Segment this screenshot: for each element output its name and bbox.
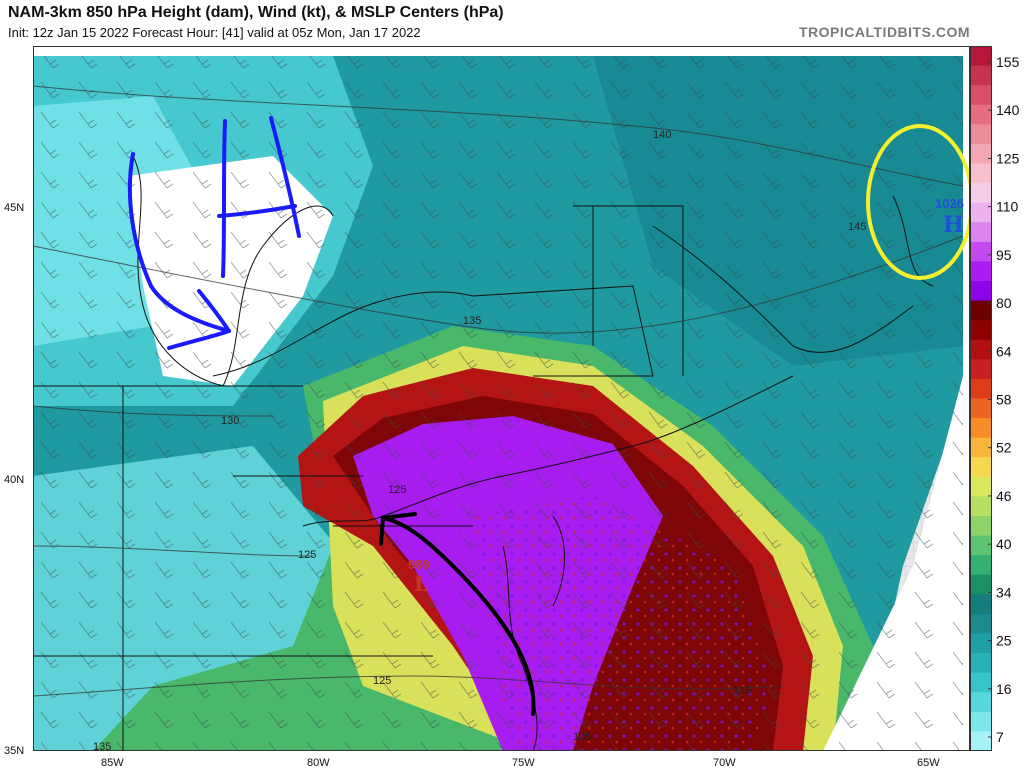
colorbar-cell	[970, 594, 992, 615]
colorbar-cell	[970, 202, 992, 223]
colorbar-cell	[970, 731, 992, 751]
colorbar-ticks: 155 140 125 110 95 80 64 58 52 46 40 34 25 16 7	[988, 54, 1020, 745]
wind-barbs	[33, 56, 963, 751]
lon-label-75w: 75W	[512, 757, 535, 769]
colorbar-cell	[970, 241, 992, 262]
high-pressure-letter: H	[943, 212, 964, 238]
colorbar-tick-label: 95	[996, 247, 1012, 263]
lat-label-35n: 35N	[4, 745, 25, 757]
blue-hand-drawn-h	[217, 116, 301, 278]
colorbar-tick-label: 125	[996, 150, 1020, 166]
chart-title: NAM-3km 850 hPa Height (dam), Wind (kt),…	[8, 4, 504, 21]
colorbar-cell	[970, 418, 992, 439]
brand-watermark: TROPICALTIDBITS.COM	[798, 24, 970, 40]
contour-label: 130	[221, 415, 239, 427]
colorbar-cell	[970, 359, 992, 380]
colorbar-cell	[970, 320, 992, 341]
colorbar-tick-label: 58	[996, 392, 1012, 408]
colorbar-cell	[970, 124, 992, 145]
colorbar-cell	[970, 183, 992, 204]
colorbar-tick-label: 52	[996, 440, 1012, 456]
colorbar-cell	[970, 104, 992, 125]
colorbar-tick-label: 25	[996, 633, 1012, 649]
blue-curved-arrow	[127, 152, 231, 350]
high-pressure-center: 1026 H	[935, 196, 964, 238]
colorbar-tick-label: 40	[996, 536, 1012, 552]
colorbar: 155 140 125 110 95 80 64 58 52 46 40 34 25 16 7	[970, 46, 1020, 751]
colorbar-tick-label: 80	[996, 295, 1012, 311]
colorbar-cell	[970, 281, 992, 302]
high-pressure-value: 1026	[935, 196, 964, 211]
contour-label: 140	[653, 129, 671, 141]
map-frame	[33, 46, 970, 751]
colorbar-tick-label: 110	[996, 199, 1019, 215]
contour-label: 135	[463, 315, 481, 327]
top-strip	[33, 46, 970, 56]
colorbar-cell	[970, 163, 992, 184]
lon-label-65w: 65W	[917, 757, 940, 769]
contour-label: 125	[298, 549, 316, 561]
lat-label-45n: 45N	[4, 202, 25, 214]
colorbar-cell	[970, 46, 992, 67]
colorbar-cell	[970, 222, 992, 243]
colorbar-cell	[970, 437, 992, 458]
contour-label: 135	[573, 731, 591, 743]
low-pressure-letter: L	[414, 572, 428, 596]
lon-label-80w: 80W	[307, 757, 330, 769]
colorbar-cell	[970, 261, 992, 282]
colorbar-cell	[970, 378, 992, 399]
colorbar-tick-label: 155	[996, 54, 1020, 70]
colorbar-cell	[970, 300, 992, 321]
colorbar-tick-label: 7	[996, 729, 1004, 745]
colorbar-cell	[970, 613, 992, 634]
height-contours	[33, 85, 964, 697]
contour-label: 125	[373, 675, 391, 687]
colorbar-cell	[970, 574, 992, 595]
weather-map: 140 145 135 130 125 125 125 145 135 135 …	[33, 46, 970, 751]
colorbar-cell	[970, 692, 992, 713]
colorbar-tick-label: 64	[996, 343, 1012, 359]
colorbar-cell	[970, 516, 992, 537]
coastlines	[33, 155, 934, 751]
contour-label: 125	[388, 484, 406, 496]
lat-label-40n: 40N	[4, 474, 25, 486]
colorbar-cell	[970, 555, 992, 576]
contour-label: 145	[733, 685, 751, 697]
contour-labels: 140 145 135 130 125 125 125 145 135 135	[93, 129, 866, 751]
colorbar-cell	[970, 65, 992, 86]
colorbar-tick-label: 140	[996, 102, 1020, 118]
contour-label: 135	[93, 741, 111, 751]
lon-label-70w: 70W	[713, 757, 736, 769]
colorbar-cell	[970, 398, 992, 419]
colorbar-cell	[970, 672, 992, 693]
colorbar-cell	[970, 653, 992, 674]
colorbar-cells	[970, 46, 992, 751]
colorbar-cell	[970, 711, 992, 732]
colorbar-cell	[970, 476, 992, 497]
black-curved-arrow	[379, 512, 536, 716]
colorbar-tick-label: 34	[996, 584, 1012, 600]
low-pressure-center: 989 L	[408, 557, 430, 596]
low-pressure-value: 989	[408, 557, 430, 572]
yellow-circle	[866, 124, 970, 280]
colorbar-tick-label: 46	[996, 488, 1012, 504]
contour-label: 145	[848, 221, 866, 233]
colorbar-cell	[970, 496, 992, 517]
colorbar-cell	[970, 457, 992, 478]
colorbar-tick-label: 16	[996, 681, 1012, 697]
chart-subtitle: Init: 12z Jan 15 2022 Forecast Hour: [41…	[8, 25, 421, 40]
colorbar-cell	[970, 339, 992, 360]
colorbar-cell	[970, 85, 992, 106]
lon-label-85w: 85W	[101, 757, 124, 769]
colorbar-cell	[970, 633, 992, 654]
colorbar-cell	[970, 535, 992, 556]
colorbar-cell	[970, 143, 992, 164]
